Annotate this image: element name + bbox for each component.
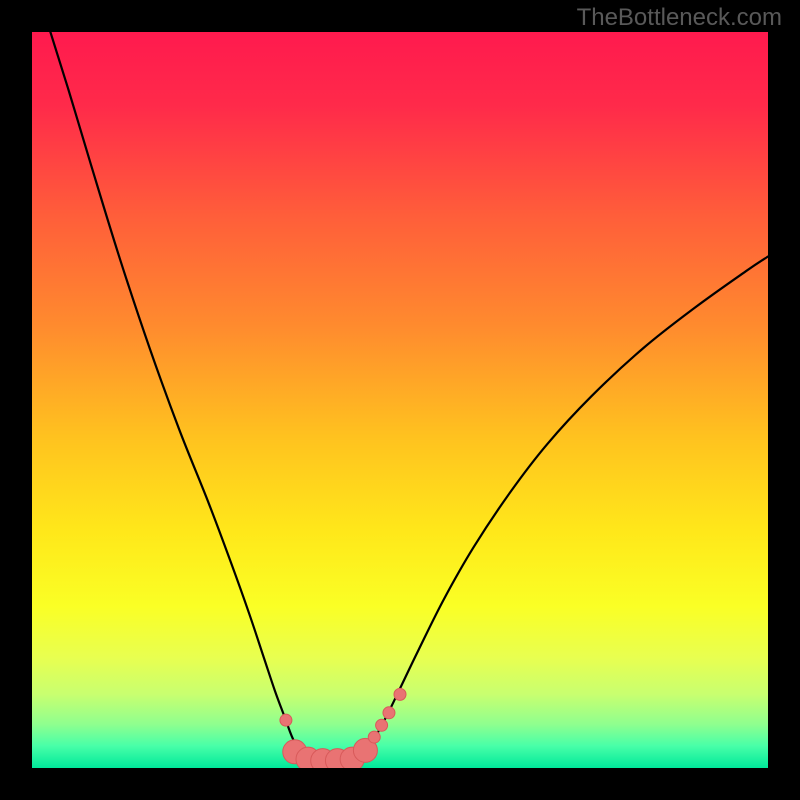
curve-layer	[32, 32, 768, 768]
curve-marker	[394, 688, 406, 700]
curve-marker	[280, 714, 292, 726]
curve-marker	[376, 719, 388, 731]
curve-marker	[383, 707, 395, 719]
bottleneck-curve	[50, 32, 768, 768]
curve-marker	[368, 731, 380, 743]
chart-frame	[32, 32, 768, 768]
watermark-text: TheBottleneck.com	[577, 4, 782, 32]
plot-area	[32, 32, 768, 768]
